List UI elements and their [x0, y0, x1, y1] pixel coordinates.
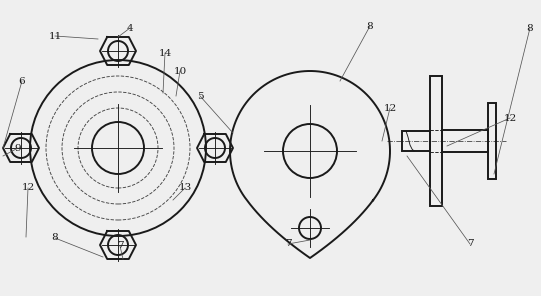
- Text: 7: 7: [117, 242, 123, 250]
- Text: 12: 12: [384, 104, 397, 112]
- Text: 12: 12: [503, 113, 517, 123]
- Text: 10: 10: [173, 67, 187, 75]
- Text: 8: 8: [367, 22, 373, 30]
- Text: 14: 14: [159, 49, 171, 57]
- Text: 4: 4: [127, 23, 133, 33]
- Text: 9: 9: [15, 144, 21, 152]
- Text: 5: 5: [197, 91, 203, 101]
- Text: 7: 7: [285, 239, 291, 249]
- Bar: [402, 131, 430, 151]
- Text: 13: 13: [179, 184, 192, 192]
- Bar: [488, 103, 496, 179]
- Text: 11: 11: [48, 31, 62, 41]
- Text: 8: 8: [52, 234, 58, 242]
- Text: 8: 8: [527, 23, 533, 33]
- Text: 12: 12: [22, 184, 35, 192]
- Bar: [430, 76, 442, 206]
- Text: 6: 6: [19, 76, 25, 86]
- Bar: [442, 130, 488, 152]
- Text: 7: 7: [467, 239, 473, 249]
